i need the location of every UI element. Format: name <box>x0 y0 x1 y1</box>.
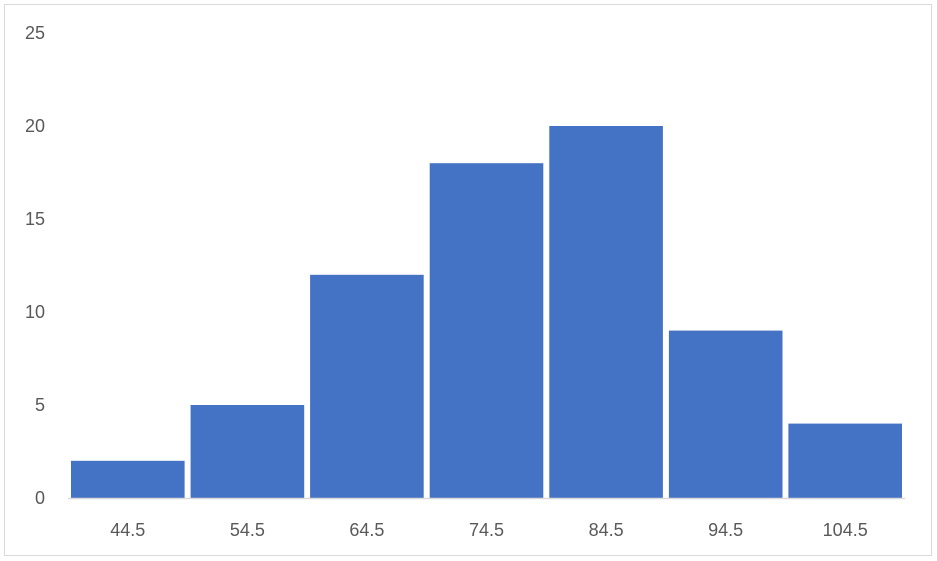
x-tick-label: 84.5 <box>589 520 624 540</box>
y-tick-label: 0 <box>35 488 45 508</box>
bars-group <box>71 126 902 498</box>
x-tick-label: 54.5 <box>230 520 265 540</box>
x-tick-label: 74.5 <box>469 520 504 540</box>
bar-94.5 <box>668 330 783 498</box>
x-tick-label: 44.5 <box>110 520 145 540</box>
bar-74.5 <box>429 163 544 498</box>
y-tick-label: 10 <box>25 302 45 322</box>
bar-64.5 <box>310 274 424 498</box>
y-tick-labels: 0 5 10 15 20 25 <box>25 23 45 508</box>
bar-84.5 <box>549 126 663 498</box>
bar-104.5 <box>788 423 902 498</box>
x-tick-label: 64.5 <box>349 520 384 540</box>
y-tick-label: 25 <box>25 23 45 43</box>
x-tick-label: 94.5 <box>708 520 743 540</box>
x-tick-label: 104.5 <box>823 520 868 540</box>
x-tick-labels: 44.5 54.5 64.5 74.5 84.5 94.5 104.5 <box>110 520 867 540</box>
bar-44.5 <box>71 460 185 498</box>
y-tick-label: 20 <box>25 116 45 136</box>
bar-54.5 <box>190 405 305 498</box>
y-tick-label: 15 <box>25 209 45 229</box>
y-tick-label: 5 <box>35 395 45 415</box>
